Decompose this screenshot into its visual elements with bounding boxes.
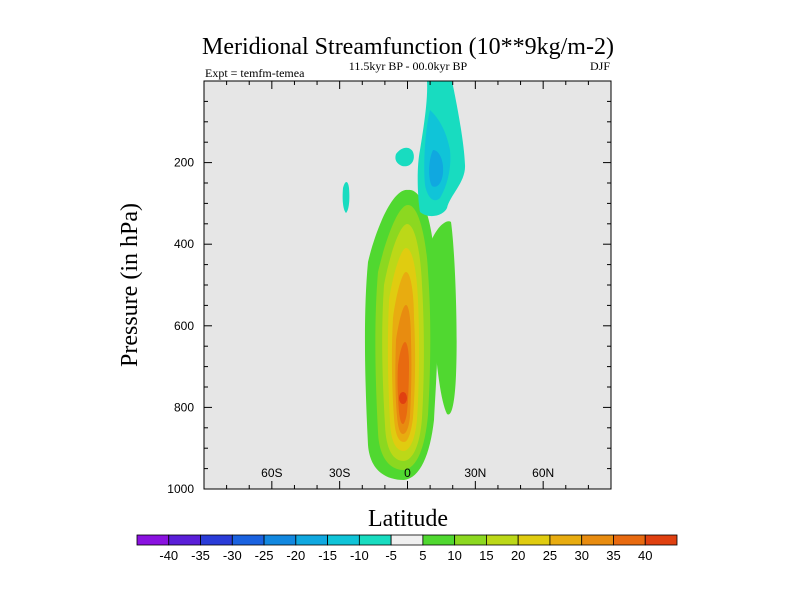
colorbar-label: -20 (286, 548, 305, 563)
contour-pos-40-core (399, 392, 407, 404)
colorbar-swatch (295, 534, 328, 546)
x-tick-label: 30S (329, 466, 350, 480)
colorbar-swatch (549, 534, 583, 546)
y-tick-label: 600 (174, 319, 194, 333)
contour-neg-5-lobe (395, 147, 414, 167)
colorbar-swatch (327, 534, 360, 546)
contour-pos-5-east (427, 221, 457, 415)
chart-subtitle: 11.5kyr BP - 00.0kyr BP (349, 59, 468, 73)
y-tick-label: 800 (174, 400, 194, 414)
experiment-label: Expt = temfm-temea (205, 66, 305, 80)
y-axis: 200 400 600 800 1000 (167, 100, 611, 496)
colorbar-label: 30 (574, 548, 588, 563)
colorbar-label: 20 (511, 548, 525, 563)
negative-cell (342, 81, 466, 217)
y-axis-label: Pressure (in hPa) (117, 203, 143, 367)
chart-title: Meridional Streamfunction (10**9kg/m-2) (202, 34, 614, 60)
y-tick-label: 1000 (167, 482, 194, 496)
colorbar-label: 40 (638, 548, 652, 563)
contour-neg-15 (429, 150, 444, 187)
colorbar-swatch (581, 534, 614, 546)
colorbar-swatch (486, 534, 519, 546)
colorbar-label: -15 (318, 548, 337, 563)
colorbar-swatch (263, 534, 297, 546)
colorbar-swatch (613, 534, 646, 546)
colorbar-swatch (644, 534, 678, 546)
colorbar: -40 -35 -30 -25 -20 -15 -10 -5 5 10 15 20 25 30 35 40 (136, 534, 678, 563)
colorbar-swatch (517, 534, 551, 546)
x-tick-label: 60N (532, 466, 554, 480)
colorbar-swatch (358, 534, 392, 546)
colorbar-label: 10 (447, 548, 461, 563)
colorbar-label: -5 (385, 548, 397, 563)
colorbar-swatch (390, 534, 424, 546)
colorbar-swatch (231, 534, 265, 546)
colorbar-label: -10 (350, 548, 369, 563)
y-tick-label: 200 (174, 156, 194, 170)
colorbar-swatch (136, 534, 170, 546)
x-axis-label: Latitude (368, 506, 448, 532)
colorbar-swatch (200, 534, 233, 546)
colorbar-label: -35 (191, 548, 210, 563)
contour-pos-35 (397, 342, 409, 424)
colorbar-swatch (454, 534, 487, 546)
colorbar-swatch (168, 534, 201, 546)
colorbar-label: -40 (159, 548, 178, 563)
colorbar-swatch (422, 534, 456, 546)
positive-cell (364, 189, 457, 481)
colorbar-label: -25 (255, 548, 274, 563)
x-tick-label: 60S (261, 466, 282, 480)
colorbar-label: 25 (543, 548, 557, 563)
x-tick-label: 0 (404, 466, 411, 480)
contour-neg-15-tail (342, 182, 350, 213)
season-label: DJF (590, 59, 610, 73)
plot-area (203, 80, 612, 490)
colorbar-label: 15 (479, 548, 493, 563)
colorbar-label: 35 (606, 548, 620, 563)
y-tick-label: 400 (174, 237, 194, 251)
colorbar-label: -30 (223, 548, 242, 563)
x-tick-label: 30N (464, 466, 486, 480)
colorbar-label: 5 (419, 548, 426, 563)
x-axis: 60S 30S 0 30N 60N (226, 81, 589, 489)
